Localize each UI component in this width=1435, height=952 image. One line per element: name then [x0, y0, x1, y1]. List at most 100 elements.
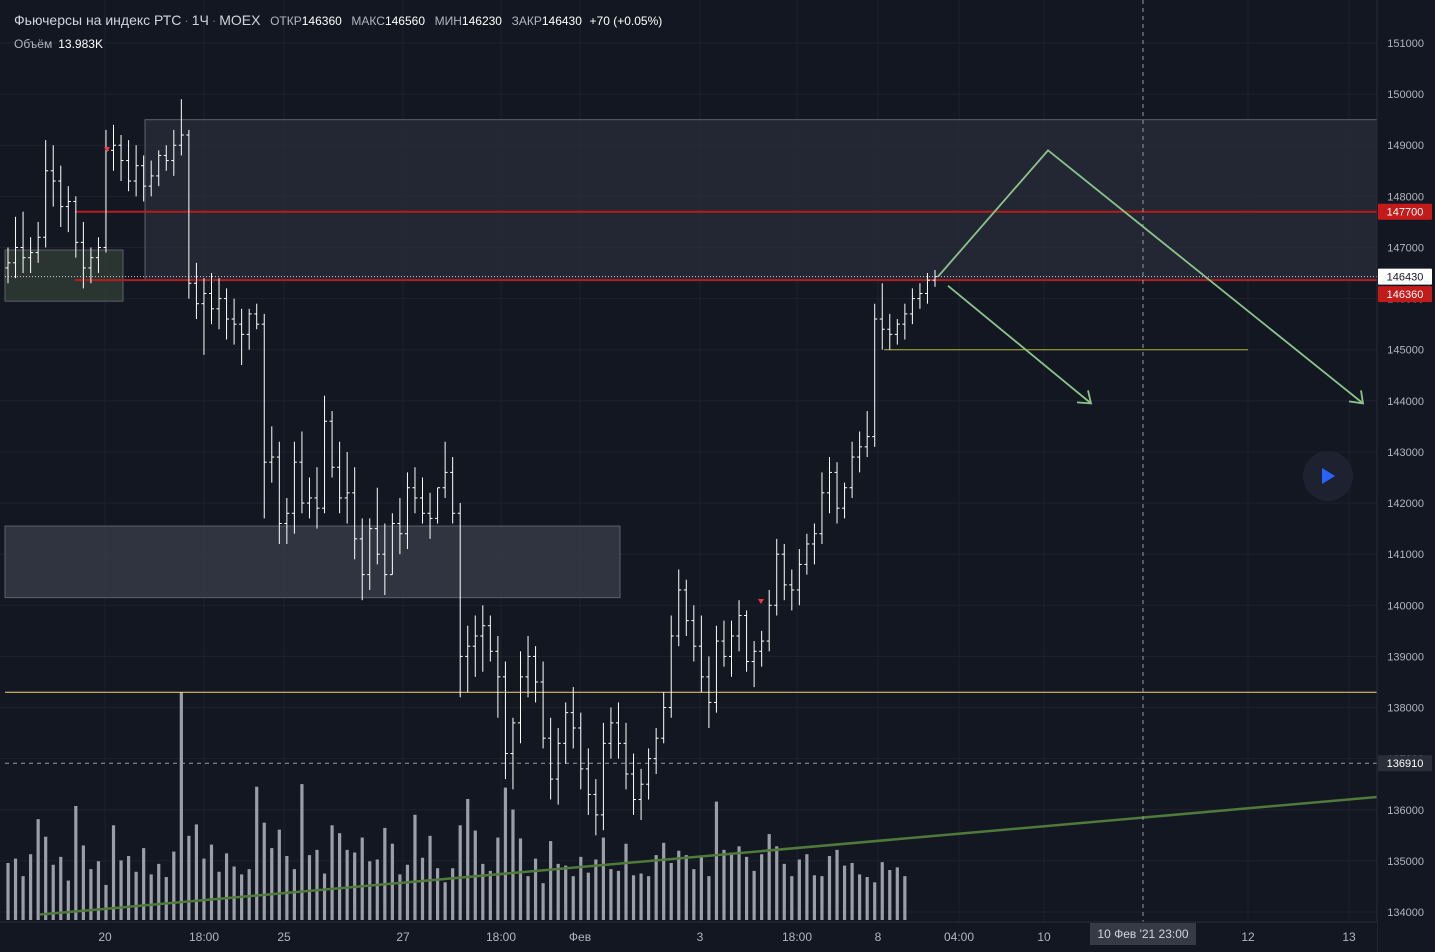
- close-label: ЗАКР: [511, 14, 542, 28]
- ohlc-bar: [638, 768, 644, 820]
- ohlc-bar: [43, 140, 49, 248]
- volume-bar: [631, 875, 636, 920]
- ohlc-bar: [894, 319, 900, 345]
- volume-trend-line[interactable]: [39, 795, 1378, 916]
- ohlc-bar: [842, 482, 848, 519]
- volume-bar: [790, 876, 794, 920]
- ohlc-bar: [208, 273, 214, 325]
- volume-bar: [677, 850, 681, 920]
- volume-bar: [579, 856, 583, 920]
- ohlc-bar: [352, 467, 358, 560]
- ohlc-bar: [186, 129, 192, 299]
- time-tick-label: 3: [697, 930, 704, 944]
- volume-bar: [782, 863, 786, 920]
- ohlc-bar: [28, 237, 34, 274]
- ohlc-bar: [269, 426, 275, 483]
- volume-bar: [187, 835, 191, 920]
- volume-bar: [481, 863, 485, 920]
- price-label-box: [1378, 286, 1432, 303]
- volume-bar: [865, 877, 869, 920]
- ohlc-bar: [834, 462, 840, 524]
- volume-bar: [413, 814, 417, 920]
- volume-bar: [89, 869, 93, 920]
- price-axis[interactable]: [1377, 0, 1435, 952]
- ohlc-bar: [216, 278, 222, 330]
- ohlc-bar: [849, 441, 855, 498]
- ohlc-bar: [224, 288, 230, 340]
- ohlc-bar: [811, 523, 817, 565]
- ohlc-bar: [879, 283, 885, 350]
- time-tick-label: Фев: [569, 930, 591, 944]
- ohlc-bar: [88, 247, 94, 284]
- price-tick-label: 143000: [1387, 447, 1424, 459]
- volume-bar: [383, 827, 387, 920]
- volume-bar: [820, 876, 824, 920]
- volume-bar: [451, 868, 455, 920]
- projection-arrow[interactable]: [947, 285, 1092, 405]
- time-tick-label: 25: [277, 930, 291, 944]
- price-tick-label: 136000: [1387, 805, 1424, 817]
- ohlc-bar: [359, 518, 365, 601]
- separator: ·: [211, 13, 217, 28]
- volume-bar: [232, 866, 236, 920]
- volume-bar: [217, 871, 221, 920]
- interval[interactable]: 1Ч: [191, 12, 209, 28]
- volume-bar: [684, 855, 688, 920]
- go-to-realtime-button[interactable]: [1303, 451, 1353, 501]
- time-tick-label: 18:00: [189, 930, 219, 944]
- projection-line[interactable]: [937, 149, 1364, 405]
- ohlc-bar: [729, 620, 735, 677]
- price-label-text: 136910: [1387, 758, 1424, 770]
- ohlc-bar: [65, 186, 71, 233]
- ohlc-bar: [73, 196, 79, 258]
- ohlc-bar: [600, 722, 606, 831]
- ohlc-bar: [450, 457, 456, 524]
- ohlc-bar: [314, 467, 320, 529]
- price-label-text: 147700: [1387, 207, 1424, 219]
- ohlc-bar: [533, 646, 539, 703]
- ohlc-bar: [284, 497, 290, 544]
- volume-bar: [805, 854, 809, 920]
- ohlc-bar: [623, 722, 629, 790]
- ohlc-bar: [608, 707, 614, 759]
- separator: ·: [184, 13, 189, 28]
- ohlc-bar: [706, 656, 712, 728]
- ohlc-bar: [766, 589, 772, 652]
- volume-bar: [549, 841, 553, 920]
- volume-bar: [714, 801, 719, 920]
- ohlc-bar: [374, 487, 380, 565]
- ohlc-bar: [555, 727, 561, 805]
- volume-bar: [722, 849, 726, 920]
- volume-bar: [36, 819, 40, 920]
- symbol-name[interactable]: Фьючерсы на индекс РТС: [14, 12, 182, 28]
- volume-bar: [880, 862, 884, 920]
- ohlc-bar: [902, 303, 908, 340]
- volume-bar: [104, 884, 108, 920]
- ohlc-bar: [420, 477, 426, 524]
- ohlc-bar: [781, 543, 787, 601]
- volume-bar: [247, 869, 251, 920]
- ohlc-bar: [646, 748, 652, 800]
- ohlc-bar: [404, 472, 410, 550]
- volume-bar: [526, 876, 530, 920]
- ohlc-bar: [826, 457, 832, 514]
- volume-label: Объём: [14, 37, 53, 51]
- price-label-text: 146360: [1387, 289, 1424, 301]
- price-tick-label: 147000: [1387, 242, 1424, 254]
- volume-bar: [842, 865, 847, 920]
- time-tick-label: 8: [875, 930, 882, 944]
- volume-bar: [368, 861, 372, 920]
- volume-legend: Объём 13.983K: [14, 37, 103, 51]
- crosshair-time-label: 10 Фев '21 23:00: [1097, 927, 1189, 941]
- price-tick-label: 134000: [1387, 907, 1424, 919]
- volume-bar: [541, 883, 545, 920]
- ohlc-bar: [502, 661, 508, 780]
- ohlc-bar: [917, 283, 923, 309]
- volume-bar: [458, 825, 462, 920]
- volume-bar: [707, 876, 711, 920]
- volume-bar: [420, 857, 425, 920]
- ohlc-bar: [759, 630, 765, 667]
- ohlc-bar: [744, 610, 750, 672]
- ohlc-bar: [35, 221, 41, 263]
